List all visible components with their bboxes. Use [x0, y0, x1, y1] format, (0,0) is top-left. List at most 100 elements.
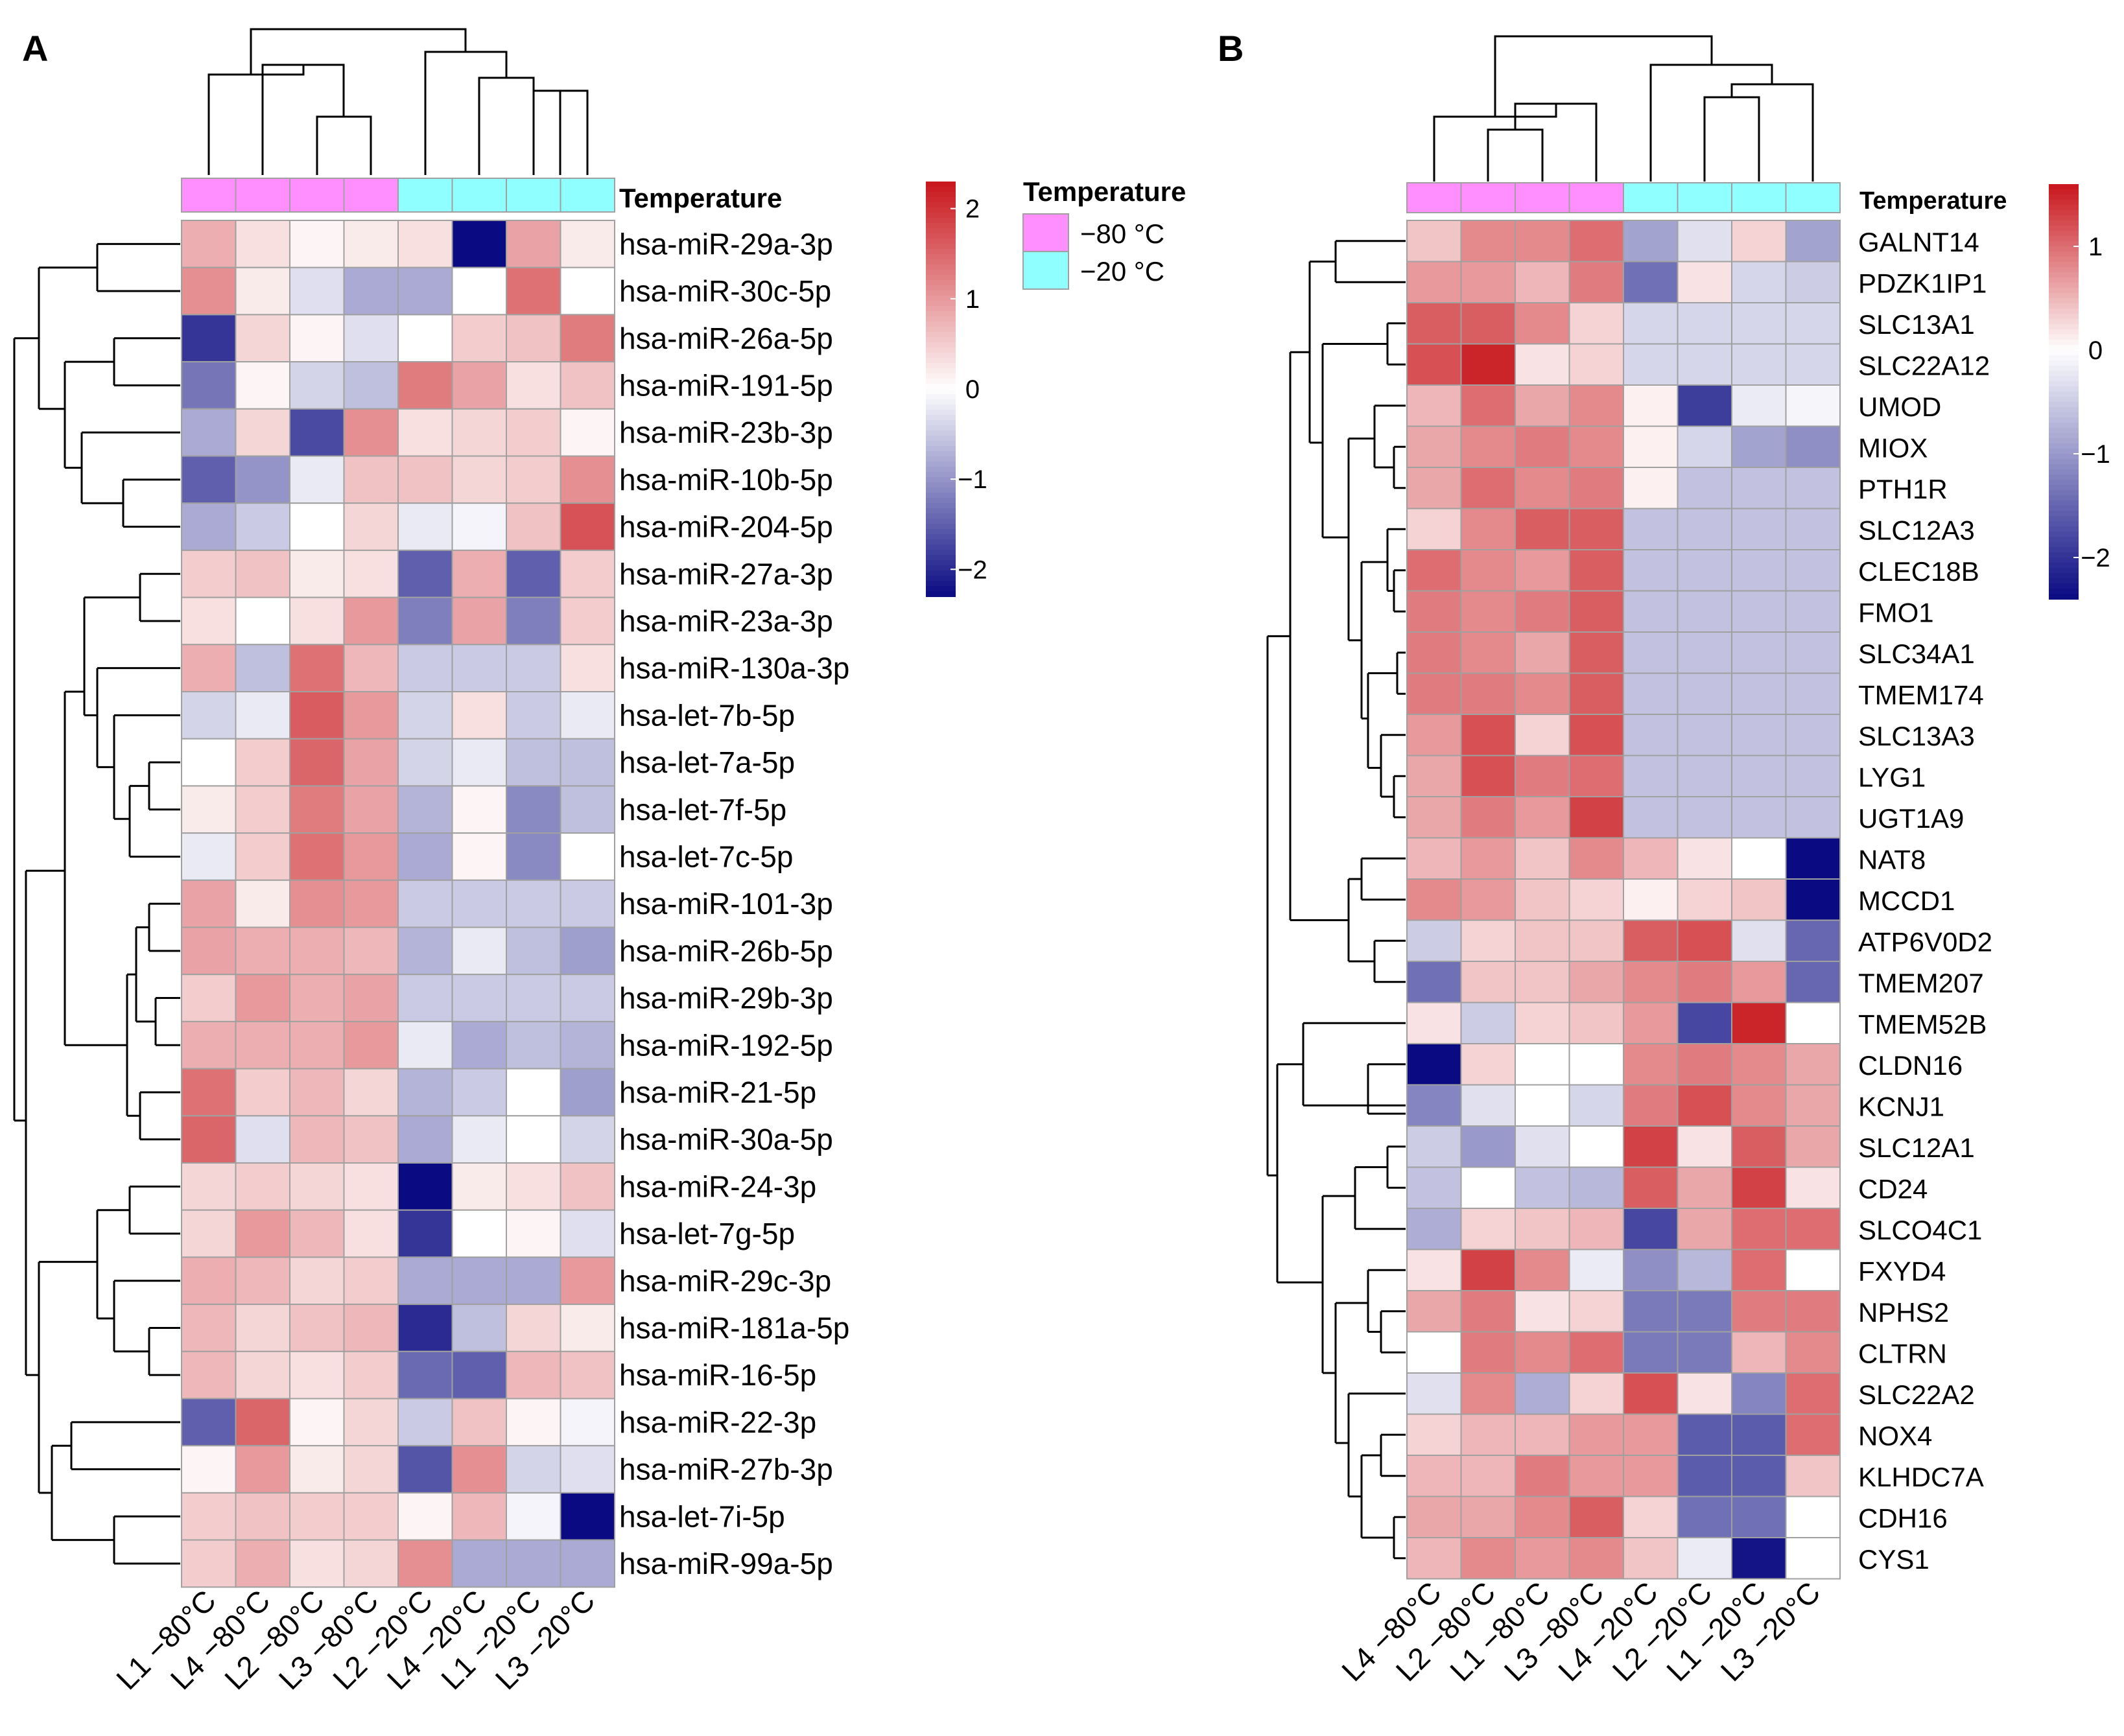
- heatmap-cell: [1623, 467, 1679, 510]
- annotation-cell: [1515, 182, 1570, 213]
- heatmap-cell: [1677, 1125, 1732, 1168]
- heatmap-cells-b: [1406, 220, 1841, 1580]
- heatmap-cell: [397, 1492, 453, 1541]
- heatmap-cell: [1568, 508, 1624, 550]
- colorbar-segment: [926, 296, 956, 301]
- annotation-cell: [1731, 182, 1787, 213]
- heatmap-cell: [1568, 425, 1624, 468]
- heatmap-cell: [560, 314, 615, 363]
- heatmap-cell: [1568, 1084, 1624, 1127]
- heatmap-cell: [1677, 590, 1732, 633]
- heatmap-cell: [1623, 1455, 1679, 1497]
- colorbar-segment: [2049, 272, 2079, 278]
- heatmap-cell: [1460, 1043, 1516, 1086]
- colorbar-segment: [926, 316, 956, 322]
- heatmap-cell: [1568, 878, 1624, 921]
- colorbar-segment: [2049, 205, 2079, 211]
- heatmap-cell: [1406, 714, 1462, 757]
- heatmap-cell: [451, 596, 507, 646]
- row-label: hsa-miR-101-3p: [619, 887, 833, 921]
- heatmap-cell: [235, 455, 290, 504]
- heatmap-cell: [451, 1256, 507, 1306]
- colorbar-segment: [2049, 578, 2079, 584]
- heatmap-cell: [1677, 1043, 1732, 1086]
- colorbar-segment: [2049, 500, 2079, 506]
- heatmap-cell: [1515, 549, 1570, 592]
- heatmap-cell: [1785, 878, 1841, 921]
- heatmap-cell: [289, 220, 345, 268]
- row-label: NOX4: [1858, 1420, 1932, 1451]
- heatmap-cell: [1515, 508, 1570, 550]
- heatmap-cell: [343, 266, 399, 316]
- colorbar-segment: [926, 244, 956, 250]
- heatmap-cell: [1785, 1125, 1841, 1168]
- row-label: hsa-miR-27b-3p: [619, 1453, 833, 1486]
- heatmap-cell: [1785, 1043, 1841, 1086]
- heatmap-cell: [1515, 1208, 1570, 1250]
- heatmap-cell: [1785, 590, 1841, 633]
- colorbar-segment: [2049, 386, 2079, 392]
- heatmap-cell: [451, 785, 507, 834]
- heatmap-cell: [1406, 919, 1462, 962]
- heatmap-cell: [1568, 1290, 1624, 1333]
- heatmap-cell: [289, 1398, 345, 1447]
- heatmap-cell: [289, 1209, 345, 1258]
- heatmap-cell: [1568, 1413, 1624, 1456]
- heatmap-cell: [1731, 1125, 1787, 1168]
- heatmap-cell: [1785, 343, 1841, 386]
- dendrogram-branch: [1649, 64, 1773, 182]
- heatmap-cell: [451, 1445, 507, 1494]
- temperature-annotation-bar-b: [1406, 182, 1841, 213]
- row-label: hsa-miR-192-5p: [619, 1028, 833, 1062]
- row-label: hsa-miR-191-5p: [619, 368, 833, 402]
- row-label: SLC12A3: [1858, 515, 1975, 545]
- heatmap-cell: [181, 266, 237, 316]
- panel-a-label: A: [22, 28, 48, 69]
- heatmap-cell: [181, 832, 237, 881]
- colorbar-segment: [2049, 568, 2079, 574]
- row-label: hsa-let-7b-5p: [619, 698, 795, 732]
- heatmap-cell: [289, 1068, 345, 1117]
- heatmap-cell: [560, 549, 615, 598]
- colorbar-segment: [926, 513, 956, 519]
- heatmap-cell: [1677, 1249, 1732, 1291]
- heatmap-cell: [1677, 919, 1732, 962]
- heatmap-cell: [1731, 220, 1787, 263]
- colorbar-segment: [2049, 329, 2079, 335]
- row-label: CLTRN: [1858, 1338, 1947, 1368]
- heatmap-cell: [1785, 796, 1841, 839]
- heatmap-cell: [1460, 631, 1516, 674]
- heatmap-cell: [181, 644, 237, 692]
- colorbar-tick-label: 2: [965, 195, 980, 224]
- heatmap-cell: [1406, 1537, 1462, 1580]
- row-label: hsa-miR-22-3p: [619, 1405, 816, 1439]
- heatmap-cell: [506, 1539, 561, 1588]
- colorbar-segment: [2049, 376, 2079, 382]
- heatmap-cell: [1731, 714, 1787, 757]
- heatmap-cell: [1731, 508, 1787, 550]
- colorbar-segment: [926, 187, 956, 193]
- row-label: PDZK1IP1: [1858, 268, 1987, 298]
- heatmap-cell: [289, 455, 345, 504]
- colorbar-segment: [2049, 366, 2079, 371]
- heatmap-cell: [1677, 755, 1732, 797]
- heatmap-cell: [289, 1256, 345, 1306]
- colorbar-segment: [2049, 283, 2079, 288]
- heatmap-cell: [181, 879, 237, 928]
- heatmap-cell: [343, 361, 399, 410]
- heatmap-cell: [1785, 1290, 1841, 1333]
- heatmap-cell: [1623, 878, 1679, 921]
- heatmap-cell: [397, 266, 453, 316]
- colorbar-segment: [926, 519, 956, 524]
- row-labels-a: hsa-miR-29a-3p hsa-miR-30c-5p hsa-miR-26a-…: [619, 227, 849, 1580]
- heatmap-cell: [289, 832, 345, 881]
- annotation-cell: [560, 178, 615, 213]
- heatmap-cell: [343, 1162, 399, 1211]
- heatmap-cell: [343, 596, 399, 646]
- heatmap-cell: [1677, 508, 1732, 550]
- heatmap-cell: [1731, 1002, 1787, 1044]
- heatmap-cell: [560, 644, 615, 692]
- row-label: CDH16: [1858, 1503, 1948, 1533]
- row-label: LYG1: [1858, 762, 1926, 792]
- legend-swatch-minus20: [1022, 251, 1069, 290]
